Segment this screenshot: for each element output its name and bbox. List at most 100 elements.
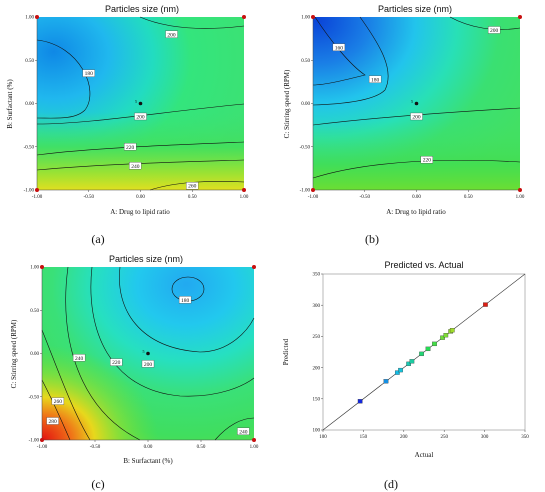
panel-d-x-tick-label: 100 — [319, 435, 327, 440]
panel-d-reference-line — [322, 273, 526, 431]
panel-d-x-tick-label: 350 — [521, 435, 529, 440]
svg-text:260: 260 — [188, 184, 197, 190]
panel-b: Particles size (nm) -1.00 -0.50 0.00 0.50 1.… — [283, 4, 525, 246]
panel-c-contour-label: 200 — [141, 360, 155, 368]
panel-a-contour-label: 260 — [186, 182, 199, 190]
panel-d-x-tick-label: 300 — [481, 435, 489, 440]
panel-c-corner-points — [40, 265, 256, 442]
svg-text:200: 200 — [167, 32, 176, 38]
panel-b-y-tick-label: -0.50 — [300, 145, 311, 150]
panel-d-x-tick-label: 200 — [400, 435, 408, 440]
svg-text:200: 200 — [412, 114, 421, 120]
svg-text:240: 240 — [239, 429, 248, 435]
panel-c-title: Particles size (nm) — [109, 254, 183, 264]
panel-a-contour-label: 200 — [134, 112, 147, 120]
panel-c-center-point — [146, 351, 150, 356]
panel-b-caption: (b) — [365, 232, 379, 246]
panel-c-contour-label: 240 — [237, 427, 250, 435]
panel-a: Particles size (nm) -1.00 -0.50 0.00 0.50 1.… — [6, 4, 249, 246]
panel-b-xlabel: A: Drug to lipid ratio — [386, 208, 446, 216]
panel-c-y-tick-label: 1.00 — [30, 266, 39, 271]
panel-d-data-point — [409, 359, 415, 364]
panel-d-data-point — [406, 361, 411, 367]
panel-b-x-tick-label: 1.00 — [516, 195, 525, 200]
panel-b-ylabel: C: Stirring speed (RPM) — [283, 69, 291, 138]
panel-c-y-tick-label: 0.50 — [30, 309, 39, 314]
panel-d-data-point — [443, 333, 449, 338]
panel-b-title: Particles size (nm) — [378, 4, 452, 14]
panel-d-x-tick-label: 150 — [360, 435, 368, 440]
svg-text:200: 200 — [144, 362, 153, 368]
panel-c-x-tick-label: 0.00 — [144, 445, 153, 450]
panel-b-corner-points — [311, 15, 522, 192]
panel-a-y-tick-label: -0.50 — [24, 145, 35, 150]
panel-a-x-tick-label: 1.00 — [240, 195, 249, 200]
panel-a-center-point — [138, 101, 143, 106]
svg-text:240: 240 — [131, 164, 140, 170]
panel-b-contour-label: 160 — [332, 43, 346, 51]
panel-c-caption: (c) — [91, 477, 104, 491]
panel-b-contour-lines — [312, 16, 521, 179]
panel-d-ylabel: Predicted — [282, 338, 290, 365]
panel-a-x-tick-label: -0.50 — [84, 195, 95, 200]
panel-a-contour-label: 180 — [82, 69, 95, 77]
panel-b-x-tick-label: 0.00 — [412, 195, 421, 200]
panel-a-y-tick-label: -1.00 — [24, 189, 35, 194]
panel-c-x-tick-label: 0.50 — [197, 445, 206, 450]
panel-d-xlabel: Actual — [415, 451, 434, 459]
panel-b-contour-label: 220 — [420, 156, 434, 164]
panel-d-y-tick-label: 350 — [313, 273, 321, 278]
panel-a-caption: (a) — [91, 232, 104, 246]
svg-text:220: 220 — [126, 145, 135, 151]
panel-a-center-point-label: 5 — [135, 99, 137, 104]
panel-c-xlabel: B: Surfactant (%) — [123, 457, 173, 465]
panel-a-contour-label: 200 — [165, 30, 178, 38]
svg-text:180: 180 — [85, 71, 94, 77]
panel-d-data-point — [419, 351, 424, 357]
panel-c-ylabel: C: Stirring speed (RPM) — [10, 319, 18, 388]
panel-a-y-tick-label: 0.00 — [25, 102, 34, 107]
panel-d-y-tick-label: 150 — [313, 398, 321, 403]
panel-d-data-point — [383, 379, 389, 384]
svg-text:200: 200 — [490, 28, 499, 34]
panel-d-y-tick-label: 200 — [313, 366, 321, 371]
panel-d-data-point — [425, 346, 431, 352]
svg-text:220: 220 — [423, 158, 432, 164]
panel-c-y-tick-label: -1.00 — [29, 439, 40, 444]
panel-d-data-point — [483, 302, 488, 307]
svg-text:220: 220 — [112, 360, 121, 366]
panel-a-contour-label: 220 — [124, 143, 137, 151]
panel-d-y-tick-label: 300 — [313, 304, 321, 309]
panel-a-y-tick-label: 1.00 — [25, 16, 34, 21]
panel-b-x-tick-label: -0.50 — [360, 195, 371, 200]
panel-d-data-point — [357, 399, 363, 404]
panel-d: Predicted vs. Actual 100 150 200 250 300 350 1… — [282, 260, 529, 491]
panel-d-title: Predicted vs. Actual — [384, 260, 463, 270]
panel-a-y-tick-label: 0.50 — [25, 59, 34, 64]
panel-c-contour-label: 220 — [110, 358, 123, 366]
panel-b-contour-label: 200 — [410, 112, 423, 120]
panel-a-contour-label: 240 — [129, 162, 142, 170]
panel-b-y-tick-label: 0.00 — [301, 102, 310, 107]
svg-text:180: 180 — [181, 298, 190, 304]
panel-d-data-point — [449, 328, 455, 333]
panel-b-y-tick-label: 1.00 — [301, 16, 310, 21]
panel-a-x-tick-label: -1.00 — [32, 195, 43, 200]
panel-c-x-tick-label: -0.50 — [90, 445, 101, 450]
panel-a-ylabel: B: Surfactant (%) — [6, 79, 14, 129]
panel-d-caption: (d) — [384, 477, 398, 491]
panel-a-corner-points — [35, 15, 246, 192]
svg-text:180: 180 — [371, 77, 380, 83]
panel-c-contour-label: 280 — [46, 417, 59, 425]
panel-d-y-tick-label: 100 — [313, 429, 321, 434]
panel-a-x-tick-label: 0.00 — [136, 195, 145, 200]
panel-c-y-tick-label: -0.50 — [29, 395, 40, 400]
panel-c-contour-lines — [41, 266, 255, 441]
panel-b-center-point — [414, 101, 419, 106]
panel-c: Particles size (nm) -1.00 -0.50 0.00 0.50 1.… — [10, 254, 259, 491]
panel-b-y-tick-label: -1.00 — [300, 189, 311, 194]
panel-b-x-tick-label: 0.50 — [464, 195, 473, 200]
panel-b-center-point-label: 5 — [411, 99, 413, 104]
svg-text:280: 280 — [48, 419, 57, 425]
